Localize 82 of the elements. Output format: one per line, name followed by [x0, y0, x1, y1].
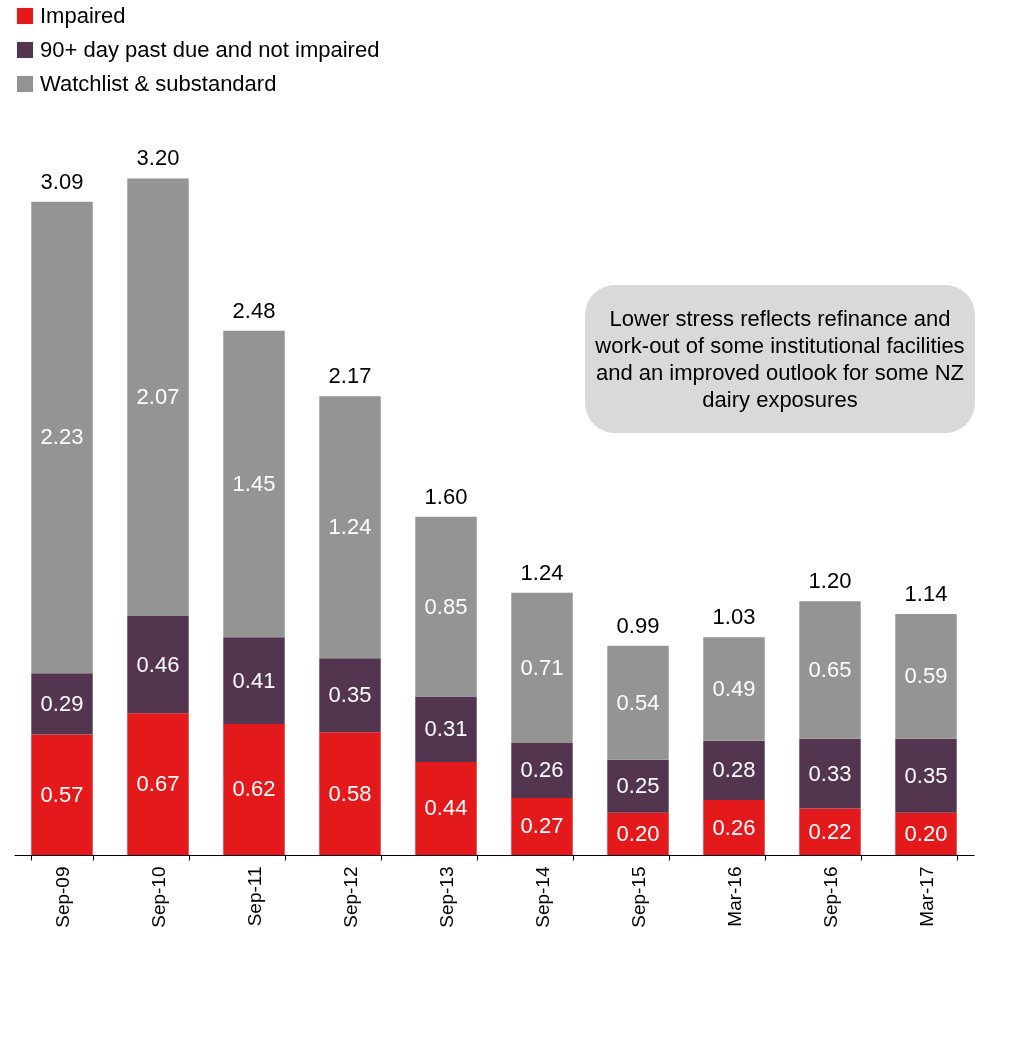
data-label: 0.44	[424, 795, 468, 821]
data-label: 0.62	[232, 776, 276, 802]
bar	[319, 658, 381, 733]
x-tick-label: Sep-10	[147, 866, 169, 928]
bar	[415, 761, 477, 855]
data-label: 1.24	[328, 514, 372, 540]
bar	[511, 797, 573, 855]
bar	[415, 696, 477, 762]
x-tick-label: Sep-12	[339, 866, 361, 928]
total-label: 1.03	[712, 604, 756, 630]
data-label: 0.57	[40, 781, 84, 807]
total-label: 1.14	[904, 580, 948, 606]
data-label: 0.26	[520, 757, 564, 783]
legend-label: Watchlist & substandard	[40, 71, 277, 96]
bar	[223, 330, 285, 638]
data-label: 0.85	[424, 593, 468, 619]
bar	[703, 740, 765, 801]
x-tick-label: Sep-09	[51, 866, 73, 928]
bar	[127, 713, 189, 855]
bar	[223, 637, 285, 724]
data-label: 0.28	[712, 757, 756, 783]
total-label: 1.60	[424, 483, 468, 509]
bar	[799, 601, 861, 739]
x-tick-label: Sep-11	[243, 866, 265, 927]
data-label: 0.67	[136, 771, 180, 797]
data-label: 0.22	[808, 818, 852, 844]
bar	[607, 645, 669, 760]
bar	[799, 808, 861, 855]
total-label: 3.20	[136, 145, 180, 171]
data-label: 1.45	[232, 470, 276, 496]
speech-bubble: Lower stress reflects refinance and work-out of some institutional facilities and an improved outlook for some NZ dairy exposures	[585, 285, 975, 433]
bar	[127, 616, 189, 714]
bar	[511, 742, 573, 798]
data-label: 0.20	[616, 820, 660, 846]
data-label: 0.58	[328, 780, 372, 806]
bar	[799, 738, 861, 809]
data-label: 0.54	[616, 689, 660, 715]
bar	[319, 732, 381, 855]
data-label: 0.65	[808, 657, 852, 682]
total-label: 2.17	[328, 363, 372, 389]
legend-label: 90+ day past due and not impaired	[40, 37, 380, 62]
data-label: 0.71	[520, 654, 564, 680]
bar	[319, 396, 381, 659]
data-label: 2.23	[40, 424, 84, 450]
data-label: 0.33	[808, 760, 852, 786]
data-label: 0.25	[616, 773, 660, 799]
total-label: 0.99	[616, 612, 660, 638]
data-label: 0.20	[904, 820, 948, 846]
x-tick-label: Sep-15	[627, 866, 649, 928]
x-tick-label: Sep-14	[531, 866, 553, 928]
bar	[31, 734, 93, 855]
data-label: 0.27	[520, 813, 564, 839]
total-label: 2.48	[232, 297, 276, 323]
bar	[31, 673, 93, 735]
bar	[703, 800, 765, 855]
data-label: 0.26	[712, 814, 756, 840]
bar	[607, 759, 669, 813]
x-tick-label: Sep-16	[819, 866, 841, 928]
bar	[895, 613, 957, 739]
bar	[895, 738, 957, 813]
bar	[511, 592, 573, 743]
bar	[31, 201, 93, 674]
bar	[415, 516, 477, 697]
x-tick-label: Mar-17	[915, 866, 937, 927]
bar	[223, 723, 285, 855]
data-label: 0.59	[904, 663, 948, 689]
legend-label: Impaired	[40, 3, 126, 28]
bar	[127, 178, 189, 617]
data-label: 0.35	[904, 762, 948, 788]
x-tick-label: Mar-16	[723, 866, 745, 927]
data-label: 0.35	[328, 682, 372, 708]
total-label: 1.20	[808, 568, 852, 594]
total-label: 1.24	[520, 559, 564, 585]
data-label: 2.07	[136, 384, 180, 410]
data-label: 0.49	[712, 676, 756, 702]
total-label: 3.09	[40, 168, 84, 194]
data-label: 0.29	[40, 690, 84, 716]
data-label: 0.41	[232, 667, 276, 693]
data-label: 0.46	[136, 651, 180, 677]
bar	[703, 637, 765, 741]
data-label: 0.31	[424, 716, 468, 742]
x-tick-label: Sep-13	[435, 866, 457, 928]
